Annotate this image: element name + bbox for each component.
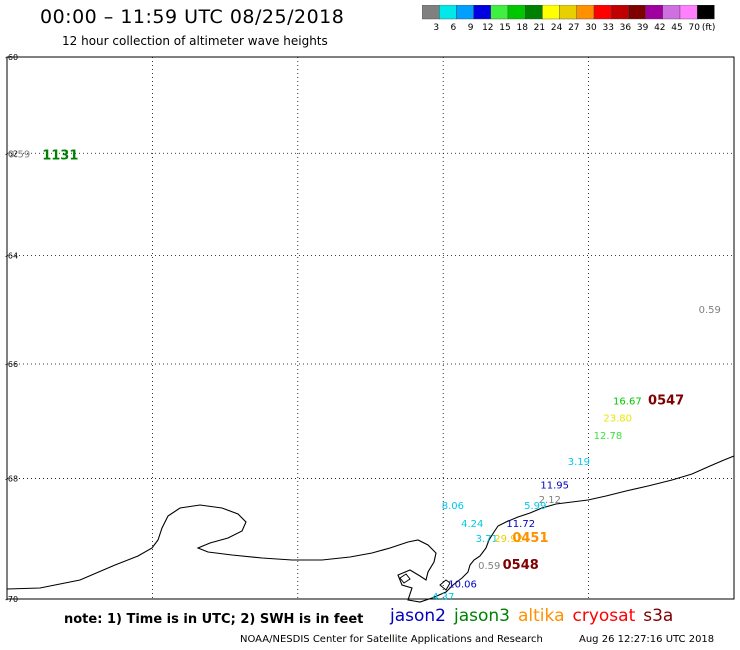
generated-timestamp: Aug 26 12:27:16 UTC 2018 (579, 634, 715, 645)
wave-height-label: 23.80 (603, 414, 632, 425)
satellite-legend: jason2 jason3 altika cryosat s3a (390, 606, 681, 626)
colorbar-tick-label: 21 (534, 23, 545, 33)
longitude-tick-label: 30 (2, 604, 12, 605)
wave-height-label: 8.06 (442, 501, 464, 512)
colorbar-tick-label: 12 (482, 23, 493, 33)
satellite-legend-cryosat: cryosat (572, 606, 636, 626)
satellite-legend-jason2: jason2 (390, 606, 446, 626)
wave-height-label: 0.59 (699, 305, 721, 316)
satellite-legend-altika: altika (518, 606, 565, 626)
colorbar-tick-label: 18 (516, 23, 528, 33)
pass-time-label: 1131 (42, 149, 78, 164)
wave-height-label: 11.95 (540, 480, 569, 491)
colorbar-swatch (697, 5, 715, 20)
wave-height-label: 0.59 (478, 561, 500, 572)
map-frame (6, 56, 735, 600)
colorbar-tick-label: 42 (654, 23, 665, 33)
satellite-legend-s3a: s3a (643, 606, 674, 626)
colorbar-tick-label: 27 (568, 23, 579, 33)
colorbar-tick-label: 30 (585, 23, 597, 33)
colorbar-tick-label: 39 (637, 23, 649, 33)
colorbar-tick-label: 3 (433, 23, 439, 33)
latitude-tick-label: -62 (5, 149, 18, 158)
longitude-tick-label: 42 (584, 604, 594, 605)
pass-time-label: 0547 (648, 394, 684, 409)
map-title: 00:00 – 11:59 UTC 08/25/2018 (40, 6, 345, 28)
wave-height-label: 2.12 (539, 495, 561, 506)
wave-height-label: 29.92 (494, 534, 523, 545)
latitude-tick-label: -68 (5, 474, 18, 483)
latitude-tick-label: -64 (5, 252, 18, 261)
pass-time-label: 0451 (512, 531, 548, 546)
colorbar-tick-label: 70 (688, 23, 700, 33)
colorbar-tick-label: 6 (451, 23, 457, 33)
observation-labels: 0.59 1131 0.59 16.67 0547 23.80 12.78 3.19 11.95… (8, 149, 721, 603)
colorbar-tick-label: 36 (620, 23, 632, 33)
wave-height-label: 3.19 (568, 457, 590, 468)
wave-height-label: 11.72 (506, 519, 535, 530)
wave-height-label: 0.59 (8, 149, 30, 160)
colorbar-tick-label: 24 (551, 23, 563, 33)
wave-height-label: 4.24 (461, 519, 483, 530)
units-note: note: 1) Time is in UTC; 2) SWH is in fe… (64, 612, 364, 627)
wave-height-label: 4.37 (432, 592, 454, 603)
antarctic-coastline (6, 455, 735, 603)
longitude-tick-label: 39 (438, 604, 448, 605)
coastline-islands (399, 573, 451, 591)
wave-height-label: 5.99 (524, 501, 546, 512)
map-subtitle: 12 hour collection of altimeter wave hei… (62, 34, 328, 48)
wave-height-colorbar: 3 6 9 12 15 18 21 24 27 30 33 36 39 42 45 70 (ft) (422, 5, 716, 33)
wave-height-label: 12.78 (594, 431, 623, 442)
pass-time-label: 0548 (503, 558, 539, 573)
longitude-tick-label: 45 (729, 604, 739, 605)
colorbar-unit: (ft) (702, 23, 716, 33)
wave-height-label: 3.71 (476, 534, 498, 545)
satellite-legend-jason3: jason3 (454, 606, 510, 626)
longitude-tick-label: 36 (293, 604, 303, 605)
longitude-tick-label: 33 (147, 604, 157, 605)
colorbar-tick-label: 9 (468, 23, 474, 33)
colorbar-tick-label: 45 (671, 23, 682, 33)
colorbar-tick-label: 15 (499, 23, 510, 33)
latitude-tick-label: -66 (5, 360, 18, 369)
credit-text: NOAA/NESDIS Center for Satellite Applica… (240, 634, 543, 645)
colorbar-tick-label: 33 (602, 23, 613, 33)
wave-height-label: 10.06 (448, 580, 477, 591)
wave-height-label: 16.67 (613, 397, 642, 408)
